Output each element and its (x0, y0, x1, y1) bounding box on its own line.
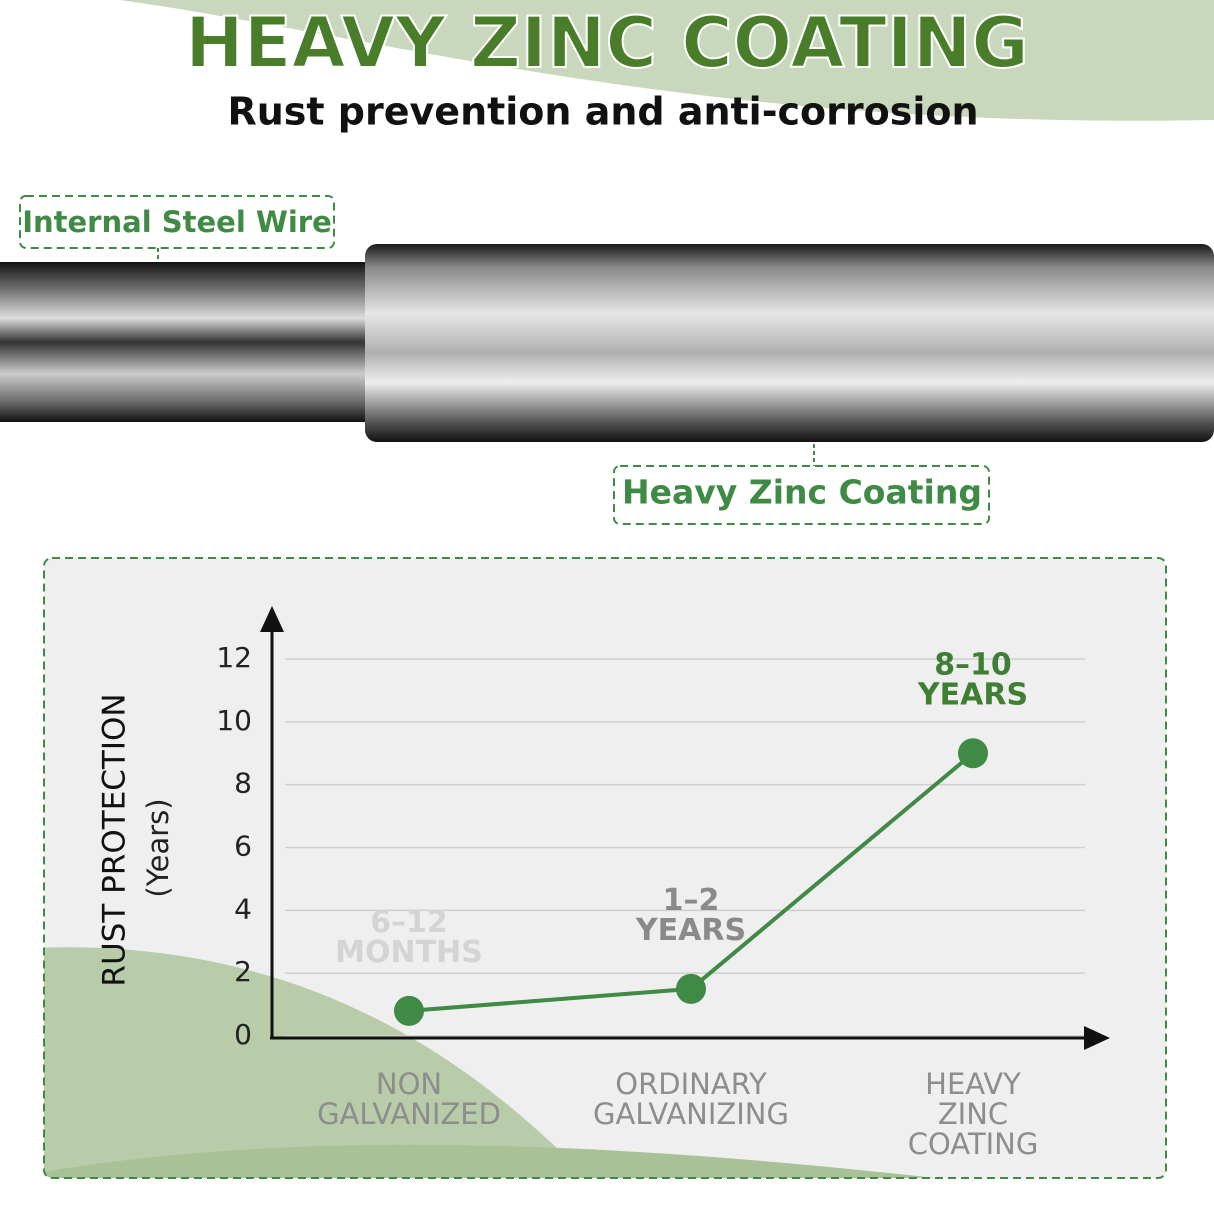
y-tick-label: 8 (234, 767, 252, 800)
panel-bg (44, 558, 1166, 1178)
y-tick-label: 4 (234, 892, 252, 925)
y-tick-label: 12 (216, 641, 252, 674)
data-label: 1–2 YEARS (635, 882, 746, 947)
zinc-coating (365, 244, 1214, 442)
steel-wire (0, 262, 380, 422)
x-tick-label: NON GALVANIZED (317, 1067, 501, 1131)
point (676, 973, 706, 1004)
data-label: 6–12 MONTHS (335, 904, 483, 969)
chart: 0 2 4 6 8 10 12 RUST PROTECTION (Years) NON GALVAN… (97, 606, 1110, 1161)
point (958, 738, 988, 769)
y-axis-label-sub: (Years) (141, 798, 175, 897)
data-label: 8–10 YEARS (917, 647, 1028, 712)
callout-box (613, 465, 990, 525)
panel-border (43, 557, 1167, 1179)
y-tick-label: 6 (234, 830, 252, 863)
point (394, 995, 424, 1026)
y-tick-label: 0 (234, 1018, 252, 1051)
callout-label: Internal Steel Wire (22, 205, 332, 239)
y-tick-label: 2 (234, 955, 252, 988)
callout-box (19, 195, 335, 249)
y-tick-label: 10 (216, 704, 252, 737)
x-tick-label: HEAVY ZINC COATING (908, 1067, 1039, 1161)
decor (120, 0, 1214, 121)
subtitle: Rust prevention and anti-corrosion (227, 90, 978, 134)
y-axis-label: RUST PROTECTION (97, 693, 133, 986)
decor (44, 1144, 1166, 1178)
x-tick-label: ORDINARY GALVANIZING (593, 1067, 789, 1131)
x-axis-arrow (1084, 1026, 1110, 1050)
title: HEAVY ZINC COATING (185, 2, 1029, 84)
y-axis-arrow (260, 606, 284, 632)
callout-label: Heavy Zinc Coating (622, 473, 982, 512)
